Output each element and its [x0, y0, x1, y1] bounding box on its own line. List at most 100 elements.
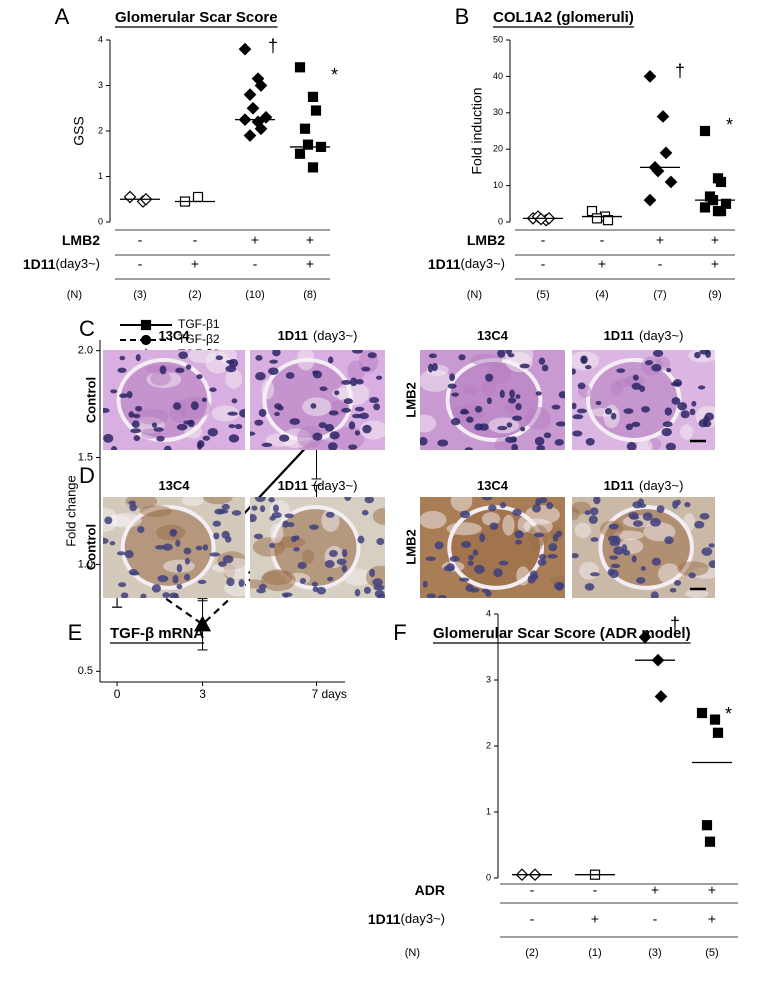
nucleus	[515, 403, 522, 411]
nucleus	[109, 541, 116, 546]
nucleus	[183, 420, 194, 425]
x-tick-label: 0	[114, 687, 121, 701]
nucleus	[489, 522, 499, 530]
tissue-blob	[134, 408, 169, 425]
nucleus	[124, 550, 134, 559]
nucleus	[176, 564, 183, 573]
nucleus	[169, 592, 179, 598]
row-label-suffix: (day3~)	[401, 911, 445, 926]
nucleus	[515, 539, 523, 545]
nucleus	[355, 379, 364, 385]
nucleus	[650, 518, 661, 527]
nucleus	[538, 357, 546, 365]
nucleus	[677, 402, 688, 411]
row-label: 1D11(day3~)	[368, 911, 445, 927]
annotation: †	[670, 614, 680, 634]
panel-label: A	[55, 4, 70, 29]
nucleus	[497, 425, 508, 431]
nucleus	[688, 572, 696, 579]
nucleus	[572, 430, 583, 437]
nucleus	[231, 398, 238, 404]
column-label: 13C4	[158, 328, 190, 343]
nucleus	[309, 524, 319, 530]
row-value: -	[541, 232, 546, 248]
y-axis-label: Fold change	[63, 475, 78, 547]
y-tick-label: 40	[493, 71, 503, 81]
nucleus	[572, 414, 584, 420]
nucleus	[234, 423, 243, 430]
row-value: +	[651, 882, 659, 898]
row-value: +	[656, 232, 664, 248]
nucleus	[541, 364, 549, 372]
nucleus	[110, 389, 118, 394]
micrograph	[250, 350, 385, 450]
legend-marker	[140, 334, 152, 346]
tissue-blob	[462, 384, 478, 396]
nucleus	[651, 363, 662, 372]
row-value: (5)	[705, 947, 718, 959]
nucleus	[282, 593, 290, 598]
nucleus	[708, 560, 715, 568]
nucleus	[118, 582, 127, 588]
tissue-blob	[481, 378, 497, 397]
row-value: (7)	[653, 289, 666, 301]
micrograph	[420, 350, 565, 450]
tissue-blob	[683, 513, 696, 531]
nucleus	[284, 513, 294, 519]
marker-square	[701, 820, 713, 831]
marker-square	[696, 707, 708, 719]
nucleus	[207, 428, 218, 437]
nucleus	[195, 545, 203, 551]
nucleus	[129, 571, 140, 576]
nucleus	[631, 421, 641, 428]
nucleus	[133, 435, 141, 442]
row-label-name: (N)	[467, 289, 482, 301]
nucleus	[535, 497, 542, 507]
nucleus	[343, 398, 353, 405]
nucleus	[117, 367, 127, 373]
tissue-blob	[488, 417, 520, 434]
row-value: (3)	[648, 947, 661, 959]
nucleus	[604, 408, 613, 415]
nucleus	[120, 592, 129, 598]
nucleus	[437, 439, 449, 447]
row-value: -	[541, 256, 546, 272]
nucleus	[259, 505, 266, 513]
nucleus	[225, 536, 232, 543]
nucleus	[461, 540, 472, 549]
nucleus	[479, 533, 486, 543]
marker-square	[307, 162, 319, 173]
row-label-name: ADR	[415, 882, 445, 898]
nucleus	[465, 584, 474, 592]
nucleus	[507, 397, 517, 404]
nucleus	[374, 590, 385, 598]
nucleus	[458, 577, 470, 582]
tissue-blob	[203, 497, 233, 505]
nucleus	[425, 556, 436, 562]
chart-title: COL1A2 (glomeruli)	[493, 9, 634, 26]
column-label-name: 1D11	[278, 328, 308, 343]
legend-label: TGF-β2	[178, 332, 220, 346]
row-value: -	[138, 256, 143, 272]
row-label-name: 1D11	[368, 911, 401, 927]
nucleus	[585, 437, 595, 446]
nucleus	[202, 435, 211, 441]
row-label: (N)	[467, 289, 482, 301]
nucleus	[675, 499, 681, 506]
nucleus	[156, 435, 165, 442]
tissue-blob	[181, 497, 204, 507]
marker-diamond	[643, 70, 657, 83]
marker-diamond	[246, 101, 260, 115]
row-label-name: 1D11	[428, 256, 461, 272]
nucleus	[364, 497, 375, 504]
row-label-name: LMB2	[467, 232, 505, 248]
nucleus	[354, 406, 365, 412]
nucleus	[532, 504, 541, 513]
nucleus	[311, 581, 319, 587]
nucleus	[535, 391, 542, 396]
nucleus	[291, 535, 297, 543]
nucleus	[474, 405, 483, 413]
marker-diamond	[243, 129, 257, 142]
chart-title: Glomerular Scar Score (ADR model)	[433, 625, 691, 642]
row-label: (N)	[67, 289, 82, 301]
